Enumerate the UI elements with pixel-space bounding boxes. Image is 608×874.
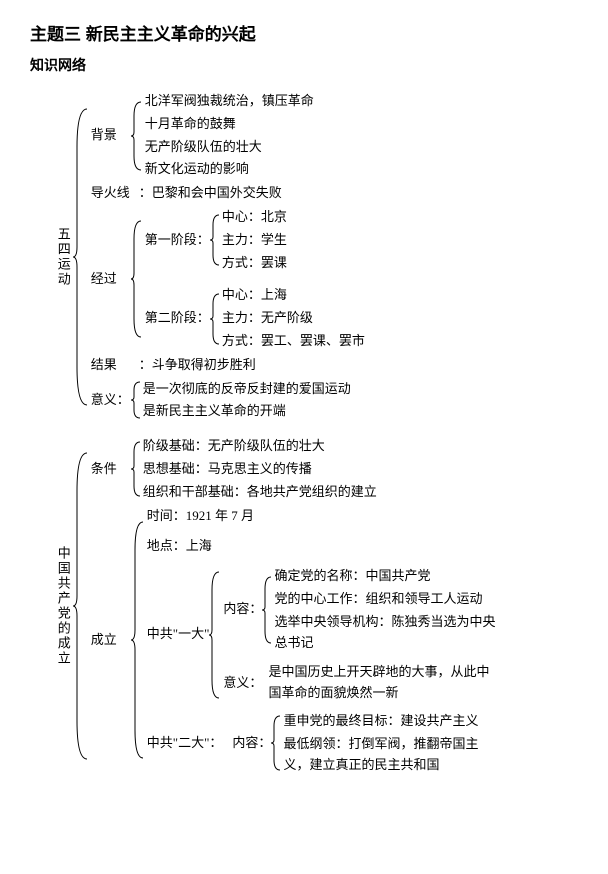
node-fuse: 导火线 ：巴黎和会中国外交失败: [91, 181, 365, 206]
phase-2: 第二阶段： 中心：上海 主力：无产阶级 方式：罢工、罢课、罢市: [145, 284, 365, 352]
lines-bg: 北洋军阀独裁统治，镇压革命 十月革命的鼓舞 无产阶级队伍的壮大 新文化运动的影响: [145, 90, 314, 181]
node-yida: 中共"一大" 内容： 确定党的名称：中国共产党 党的中心工作：组织和领导工人运动…: [147, 565, 505, 704]
root-label: 五四运动: [52, 227, 73, 287]
root-label-2: 中国共产党的成立: [52, 546, 73, 666]
node-founding: 成立 时间：1921 年 7 月 地点：上海 中共"一大" 内容：: [91, 504, 505, 777]
phase-1: 第一阶段： 中心：北京 主力：学生 方式：罢课: [145, 206, 365, 274]
label-bg: 背景: [91, 125, 131, 146]
node-erda: 中共"二大"： 内容： 重申党的最终目标：建设共产主义 最低纲领：打倒军阀，推翻…: [147, 710, 505, 776]
knowledge-tree: 五四运动 背景 北洋军阀独裁统治，镇压革命 十月革命的鼓舞 无产阶级队伍的壮大 …: [30, 90, 578, 776]
node-meaning: 意义： 是一次彻底的反帝反封建的爱国运动 是新民主主义革命的开端: [91, 378, 365, 424]
section-wusi: 五四运动 背景 北洋军阀独裁统治，镇压革命 十月革命的鼓舞 无产阶级队伍的壮大 …: [52, 90, 578, 423]
node-result: 结果 ：斗争取得初步胜利: [91, 353, 365, 378]
section-ccp: 中国共产党的成立 条件 阶级基础：无产阶级队伍的壮大 思想基础：马克思主义的传播…: [52, 435, 578, 776]
page-title: 主题三 新民主主义革命的兴起: [30, 20, 578, 45]
node-process: 经过 第一阶段： 中心：北京 主力：学生 方式：罢课 第二阶段：: [91, 206, 365, 353]
node-conditions: 条件 阶级基础：无产阶级队伍的壮大 思想基础：马克思主义的传播 组织和干部基础：…: [91, 435, 505, 503]
node-background: 背景 北洋军阀独裁统治，镇压革命 十月革命的鼓舞 无产阶级队伍的壮大 新文化运动…: [91, 90, 365, 181]
section-subtitle: 知识网络: [30, 55, 578, 75]
